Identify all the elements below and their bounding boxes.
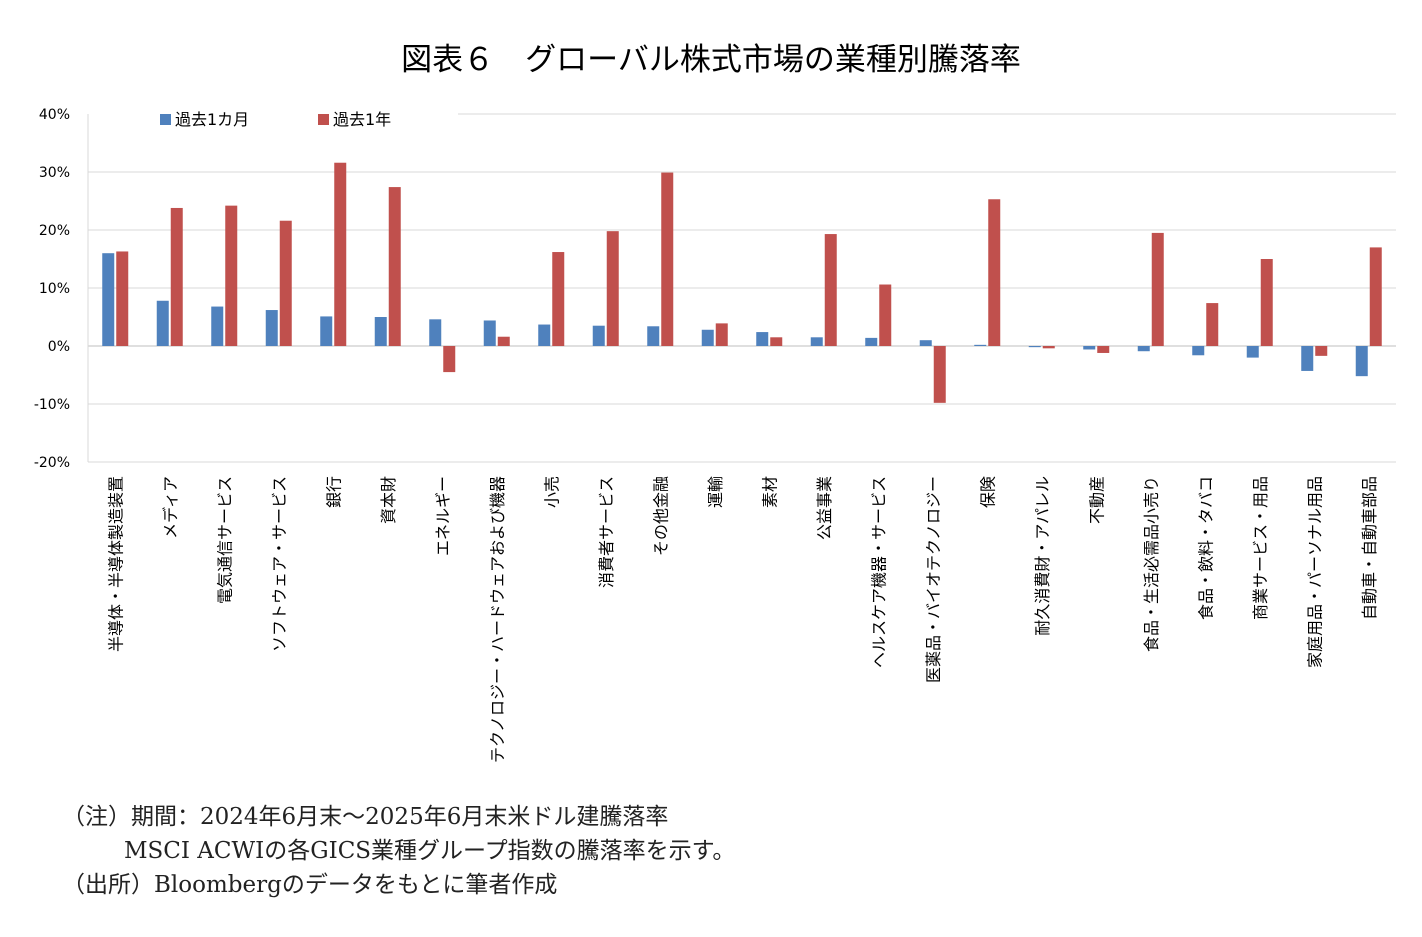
x-tick-label: 半導体・半導体製造装置	[106, 476, 125, 652]
x-tick-label: テクノロジー・ハードウェアおよび機器	[488, 476, 507, 763]
bar	[156, 300, 169, 346]
x-tick-label: 耐久消費財・アパレル	[1033, 476, 1052, 636]
x-tick-label: 公益事業	[815, 476, 834, 540]
bar	[919, 340, 932, 346]
bar	[756, 332, 769, 346]
bar	[225, 205, 238, 346]
bar	[1192, 346, 1205, 356]
bar	[334, 162, 347, 346]
x-tick-label: 銀行	[324, 476, 343, 508]
y-tick-label: -10%	[34, 397, 70, 413]
bar	[1206, 303, 1219, 346]
y-tick-labels: 40% 30% 20% 10% 0% -10% -20%	[34, 107, 70, 471]
bar	[647, 326, 660, 346]
bar	[170, 207, 183, 346]
bar	[1355, 346, 1368, 377]
legend: 過去1カ月 過去1年	[160, 110, 391, 129]
bar	[701, 329, 714, 346]
x-tick-label: エネルギー	[433, 476, 452, 556]
bar	[443, 346, 456, 373]
y-tick-label: 10%	[39, 281, 70, 297]
legend-swatch	[318, 114, 329, 125]
x-tick-label: 消費者サービス	[597, 476, 616, 588]
x-tick-label: 食品・飲料・タバコ	[1196, 476, 1215, 620]
bar	[661, 172, 674, 346]
bar-chart: 40% 30% 20% 10% 0% -10% -20% 半導体・半導体製造装置 メディア 電気…	[34, 107, 1396, 763]
bar	[1097, 346, 1110, 353]
bar	[592, 325, 605, 346]
x-tick-label: 家庭用品・パーソナル用品	[1305, 476, 1324, 668]
x-tick-label: 小売	[542, 476, 561, 508]
x-tick-label: 商業サービス・用品	[1251, 476, 1270, 620]
x-tick-label: 自動車・自動車部品	[1360, 476, 1379, 620]
x-tick-label: 食品・生活必需品小売り	[1142, 476, 1161, 652]
bar	[497, 336, 510, 346]
bar	[1260, 259, 1273, 346]
notes: （注）期間：2024年6月末～2025年6月末米ドル建騰落率 MSCI ACWI…	[62, 800, 735, 902]
gridlines	[87, 113, 1396, 463]
bar	[770, 337, 783, 346]
x-tick-label: 医薬品・バイオテクノロジー	[924, 476, 943, 683]
bar	[211, 306, 224, 346]
bar	[1246, 346, 1259, 358]
bar	[116, 251, 129, 346]
bar	[1151, 232, 1164, 346]
bar	[102, 253, 115, 346]
bar	[865, 337, 878, 346]
bar	[1369, 247, 1382, 346]
x-tick-label: 不動産	[1087, 476, 1106, 524]
bar	[715, 323, 728, 346]
x-tick-label: ヘルスケア機器・サービス	[869, 476, 888, 668]
bar	[279, 220, 292, 346]
legend-label: 過去1カ月	[175, 110, 249, 129]
y-tick-label: -20%	[34, 455, 70, 471]
x-tick-label: メディア	[161, 476, 180, 539]
bar	[538, 324, 551, 346]
bar	[1083, 346, 1096, 350]
x-tick-label: 素材	[760, 476, 779, 508]
bar	[606, 231, 619, 346]
y-tick-label: 20%	[39, 223, 70, 239]
bar	[552, 252, 565, 346]
note-index: MSCI ACWIの各GICS業種グループ指数の騰落率を示す。	[124, 838, 736, 864]
chart-title: 図表６ グローバル株式市場の業種別騰落率	[401, 42, 1021, 78]
bar	[933, 346, 946, 403]
bar	[810, 337, 823, 346]
y-tick-label: 0%	[48, 339, 70, 355]
bar	[879, 284, 892, 346]
x-tick-label: 電気通信サービス	[215, 476, 234, 604]
x-tick-label: ソフトウェア・サービス	[270, 476, 289, 652]
bar	[374, 317, 387, 346]
y-tick-label: 30%	[39, 165, 70, 181]
x-tick-label: その他金融	[651, 476, 670, 556]
y-tick-label: 40%	[39, 107, 70, 123]
bar	[1042, 346, 1055, 349]
bars	[102, 162, 1382, 403]
bar	[1315, 346, 1328, 356]
bar	[824, 234, 837, 346]
x-tick-label: 保険	[978, 476, 997, 508]
bar	[1137, 346, 1150, 352]
bar	[320, 316, 333, 346]
bar	[429, 319, 442, 346]
x-tick-labels: 半導体・半導体製造装置 メディア 電気通信サービス ソフトウェア・サービス 銀行 資本財 エ…	[106, 476, 1379, 763]
x-tick-label: 運輸	[706, 476, 725, 508]
legend-swatch	[160, 114, 171, 125]
legend-label: 過去1年	[333, 110, 391, 129]
x-tick-label: 資本財	[379, 476, 398, 524]
bar	[388, 187, 401, 346]
bar	[1301, 346, 1314, 371]
bar	[265, 310, 278, 346]
bar	[1028, 346, 1041, 348]
bar	[974, 344, 987, 346]
bar	[483, 320, 496, 346]
note-period: （注）期間：2024年6月末～2025年6月末米ドル建騰落率	[62, 804, 669, 830]
bar	[988, 199, 1001, 346]
note-source: （出所）Bloombergのデータをもとに筆者作成	[62, 872, 558, 898]
